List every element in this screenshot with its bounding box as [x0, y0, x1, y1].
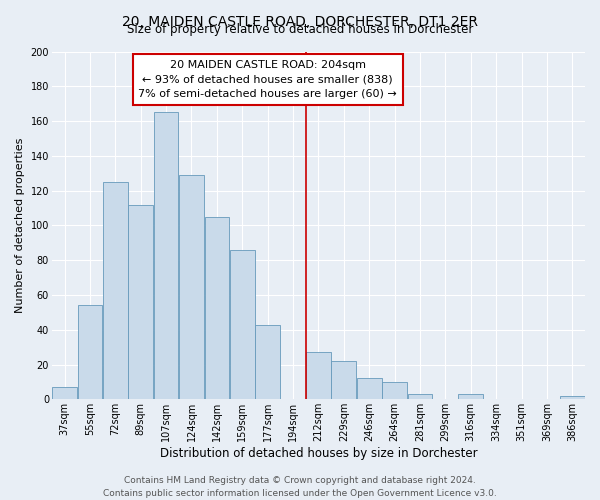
Text: Size of property relative to detached houses in Dorchester: Size of property relative to detached ho… [127, 22, 473, 36]
Bar [52, 387, 77, 400]
Bar [154, 112, 178, 400]
Text: 20 MAIDEN CASTLE ROAD: 204sqm
← 93% of detached houses are smaller (838)
7% of s: 20 MAIDEN CASTLE ROAD: 204sqm ← 93% of d… [138, 60, 397, 99]
Bar [230, 250, 254, 400]
Bar [306, 352, 331, 400]
Bar [103, 182, 128, 400]
Bar [407, 394, 432, 400]
Bar [357, 378, 382, 400]
Bar [458, 394, 483, 400]
Text: 20, MAIDEN CASTLE ROAD, DORCHESTER, DT1 2ER: 20, MAIDEN CASTLE ROAD, DORCHESTER, DT1 … [122, 15, 478, 29]
Bar [382, 382, 407, 400]
Y-axis label: Number of detached properties: Number of detached properties [15, 138, 25, 313]
Bar [560, 396, 584, 400]
Bar [77, 306, 102, 400]
Text: Contains HM Land Registry data © Crown copyright and database right 2024.
Contai: Contains HM Land Registry data © Crown c… [103, 476, 497, 498]
Bar [256, 324, 280, 400]
Bar [331, 361, 356, 400]
X-axis label: Distribution of detached houses by size in Dorchester: Distribution of detached houses by size … [160, 447, 477, 460]
Bar [128, 204, 153, 400]
Bar [205, 216, 229, 400]
Bar [179, 175, 204, 400]
